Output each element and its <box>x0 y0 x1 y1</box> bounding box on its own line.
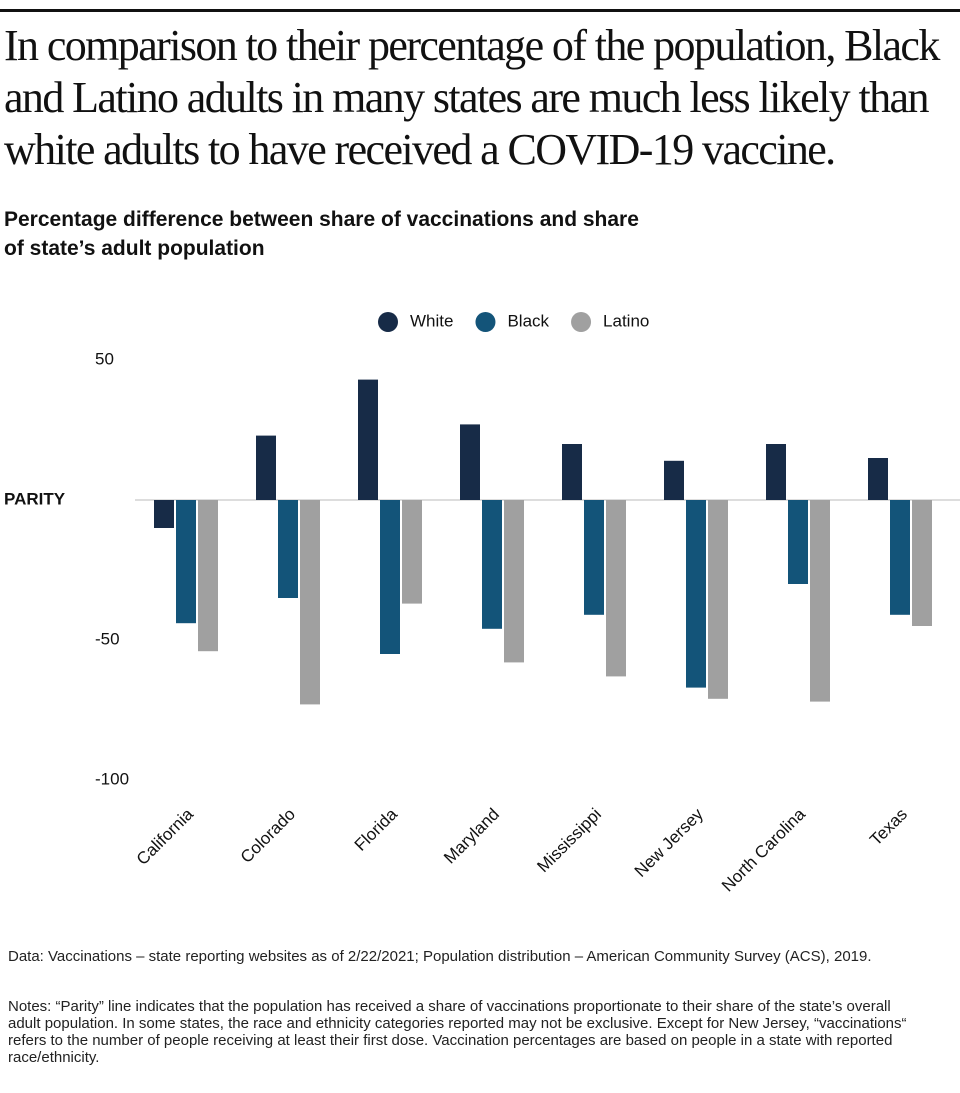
bar <box>890 500 910 615</box>
top-rule <box>0 9 960 12</box>
y-tick-label: PARITY <box>4 489 66 508</box>
legend-label: White <box>410 311 453 330</box>
bar <box>198 500 218 652</box>
legend-swatch <box>475 312 496 332</box>
chart: 50 PARITY -50 -100 White Black Latino Californi… <box>4 311 960 896</box>
x-tick-label: California <box>133 804 198 869</box>
chart-subtitle: Percentage difference between share of v… <box>4 208 639 260</box>
bar <box>868 458 888 500</box>
legend-swatch <box>571 312 592 332</box>
bar <box>278 500 298 598</box>
bar <box>708 500 728 699</box>
bar <box>686 500 706 688</box>
x-tick-label: Colorado <box>237 805 299 867</box>
bar <box>562 444 582 500</box>
bar <box>402 500 422 604</box>
source-note: Data: Vaccinations – state reporting web… <box>8 948 872 965</box>
bar <box>810 500 830 702</box>
bar <box>300 500 320 705</box>
chart-title: In comparison to their percentage of the… <box>4 21 940 174</box>
legend-swatch <box>378 312 398 332</box>
bar <box>380 500 400 654</box>
bar <box>176 500 196 624</box>
bar <box>358 379 378 500</box>
x-tick-label: North Carolina <box>718 804 809 895</box>
bar <box>788 500 808 584</box>
y-tick-label: -100 <box>95 769 129 788</box>
bar <box>664 460 684 500</box>
bar <box>504 500 524 663</box>
legend-label: Latino <box>603 311 649 330</box>
bar <box>482 500 502 629</box>
bar <box>766 444 786 500</box>
notes: Notes: “Parity” line indicates that the … <box>8 998 907 1066</box>
x-tick-label: Mississippi <box>533 805 605 877</box>
x-tick-label: Texas <box>866 805 911 850</box>
bar <box>912 500 932 626</box>
bar <box>460 424 480 500</box>
bar <box>256 435 276 500</box>
bar <box>154 500 174 528</box>
bar <box>584 500 604 615</box>
legend-label: Black <box>507 311 549 330</box>
x-tick-label: New Jersey <box>631 804 708 881</box>
x-tick-label: Maryland <box>440 805 503 868</box>
y-tick-label: 50 <box>95 349 114 368</box>
bar <box>606 500 626 677</box>
y-tick-label: -50 <box>95 629 120 648</box>
x-tick-label: Florida <box>351 804 402 855</box>
